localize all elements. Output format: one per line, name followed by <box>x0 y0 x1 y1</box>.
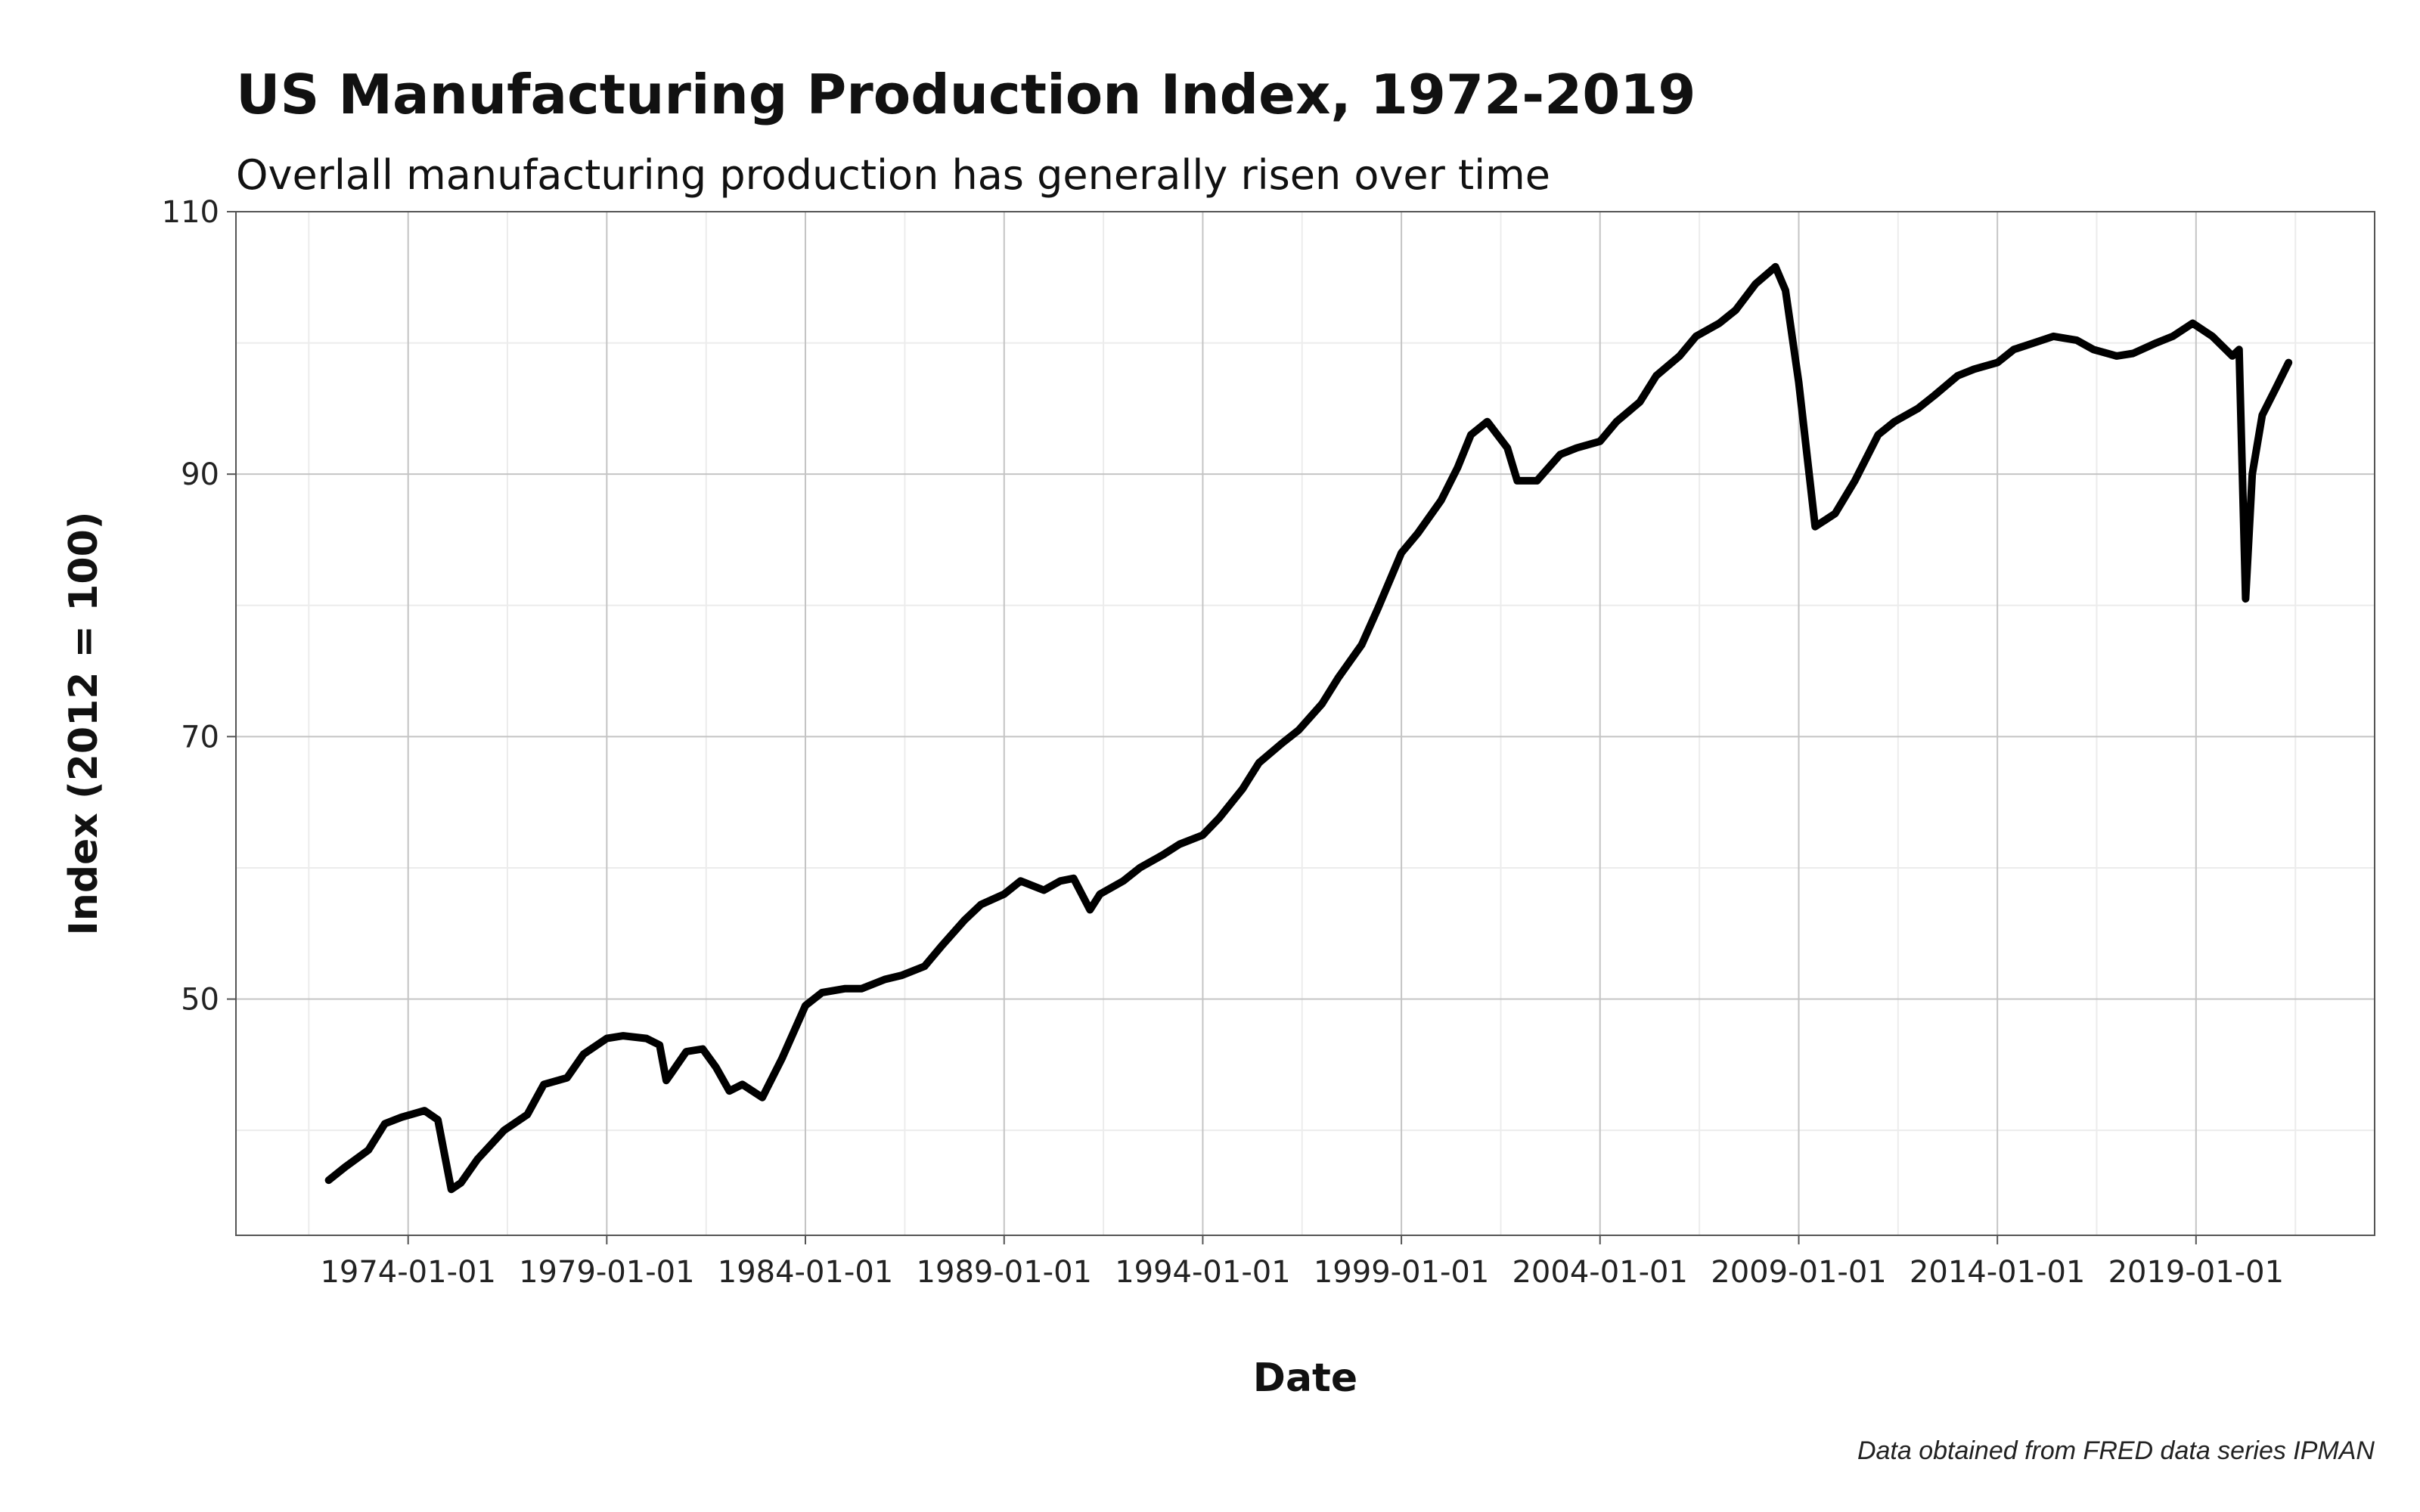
x-tick-label: 1979-01-01 <box>519 1255 694 1290</box>
chart-title: US Manufacturing Production Index, 1972-… <box>236 63 1696 126</box>
chart-caption: Data obtained from FRED data series IPMA… <box>1857 1436 2375 1465</box>
x-axis-title: Date <box>1253 1356 1357 1401</box>
x-tick-label: 2004-01-01 <box>1512 1255 1687 1290</box>
x-tick-label: 1974-01-01 <box>320 1255 495 1290</box>
y-tick-label: 70 <box>181 720 219 754</box>
minor-grid <box>236 212 2375 1235</box>
x-tick-label: 2014-01-01 <box>1910 1255 2085 1290</box>
y-tick-label: 90 <box>181 457 219 492</box>
major-grid <box>236 212 2375 1235</box>
y-tick-label: 50 <box>181 983 219 1018</box>
x-tick-label: 1994-01-01 <box>1115 1255 1290 1290</box>
series-line-0 <box>324 262 2293 1194</box>
x-tick-label: 1989-01-01 <box>917 1255 1092 1290</box>
plot-frame <box>235 211 2375 1236</box>
series-layer <box>324 262 2293 1194</box>
y-tick-label: 110 <box>162 195 219 230</box>
x-tick-label: 1999-01-01 <box>1314 1255 1489 1290</box>
x-tick-label: 1984-01-01 <box>718 1255 893 1290</box>
x-axis-ticks: 1974-01-01 1979-01-01 1984-01-01 1989-01-01… <box>320 1235 2284 1290</box>
y-axis-title: Index (2012 = 100) <box>61 511 107 935</box>
chart-subtitle: Overlall manufacturing production has ge… <box>236 151 1550 199</box>
y-axis-ticks: 50 70 90 110 <box>162 195 236 1018</box>
x-tick-label: 2019-01-01 <box>2108 1255 2284 1290</box>
x-tick-label: 2009-01-01 <box>1711 1255 1886 1290</box>
